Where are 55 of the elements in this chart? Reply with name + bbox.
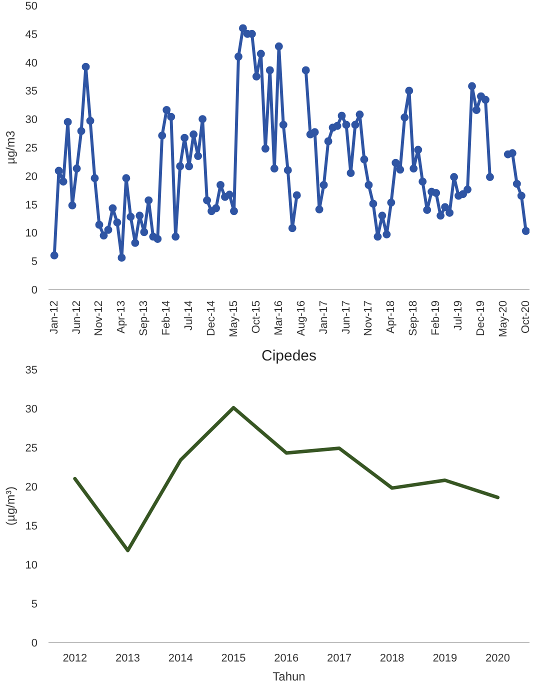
x-tick-label: Nov-17	[362, 300, 375, 336]
x-tick-label: 2016	[274, 652, 299, 664]
y-tick-label: 5	[31, 256, 38, 268]
x-tick-label: Dec-19	[474, 300, 487, 336]
x-tick-label: Jun-12	[70, 300, 83, 334]
chart-title: Cipedes	[261, 348, 317, 364]
x-tick-label: Oct-20	[520, 300, 532, 334]
y-tick-label: 5	[31, 598, 38, 610]
x-axis-title: Tahun	[272, 670, 306, 684]
x-tick-label: 2019	[432, 652, 458, 664]
x-tick-label: Jun-17	[340, 300, 352, 334]
x-tick-label: Mar-16	[272, 300, 285, 336]
line-series	[73, 406, 500, 552]
x-tick-label: Jul-19	[452, 300, 465, 330]
x-tick-label: Jan-12	[48, 300, 60, 334]
x-tick-label: May-20	[497, 300, 510, 338]
x-tick-label: Aug-16	[295, 300, 308, 336]
y-tick-label: 35	[25, 364, 38, 376]
x-tick-label: 2020	[486, 652, 510, 664]
y-tick-label: 25	[25, 442, 38, 454]
x-tick-label: Dec-14	[206, 300, 218, 336]
x-tick-label: Jan-17	[318, 300, 330, 334]
y-tick-label: 25	[25, 142, 38, 154]
y-tick-label: 15	[25, 520, 38, 532]
y-tick-label: 20	[25, 482, 38, 494]
y-tick-label: 10	[25, 228, 38, 240]
y-tick-label: 30	[25, 114, 38, 126]
y-axis-title: µg/m3	[3, 130, 18, 164]
y-tick-label: 0	[31, 638, 38, 650]
y-tick-label: 40	[25, 57, 38, 70]
y-tick-label: 50	[25, 0, 38, 12]
x-tick-label: Jul-14	[183, 300, 196, 330]
y-axis-title: (µg/m³)	[3, 486, 18, 526]
x-tick-label: 2015	[221, 652, 246, 664]
x-tick-label: Sep-18	[408, 300, 420, 336]
y-tick-label: 15	[25, 199, 38, 212]
y-tick-label: 20	[25, 170, 38, 183]
x-tick-label: 2014	[168, 652, 193, 664]
x-tick-label: Nov-12	[93, 300, 106, 336]
y-tick-label: 35	[25, 86, 38, 98]
y-tick-label: 30	[25, 404, 38, 416]
x-tick-label: 2012	[62, 652, 88, 664]
y-tick-label: 10	[25, 560, 38, 572]
x-tick-label: Feb-19	[430, 300, 442, 336]
x-tick-label: 2017	[326, 652, 352, 664]
x-tick-label: 2013	[116, 652, 140, 664]
x-tick-label: 2018	[380, 652, 404, 664]
x-tick-label: Sep-13	[138, 300, 150, 336]
x-tick-label: Oct-15	[250, 300, 262, 334]
x-tick-label: May-15	[228, 300, 240, 338]
x-tick-label: Feb-14	[160, 300, 173, 336]
y-tick-label: 45	[25, 28, 38, 41]
y-tick-label: 0	[31, 284, 38, 296]
x-tick-label: Apr-18	[385, 300, 398, 334]
x-tick-label: Apr-13	[116, 300, 128, 334]
